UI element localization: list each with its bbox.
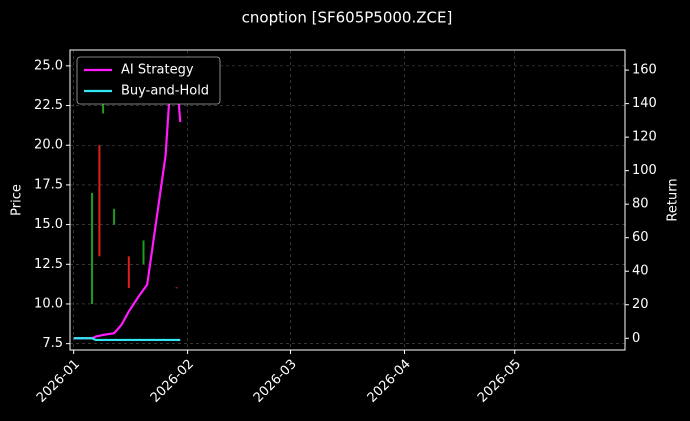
series-line <box>73 337 181 342</box>
candle-body <box>98 145 101 257</box>
x-tick-label: 2026-01 <box>34 357 83 406</box>
candle-body <box>175 287 178 289</box>
y-tick-label: 15.0 <box>34 217 63 232</box>
y2-tick-label: 60 <box>632 230 649 245</box>
x-tick-label: 2026-03 <box>251 357 300 406</box>
y2-tick-label: 80 <box>632 197 649 212</box>
y-tick-label: 7.5 <box>42 336 63 351</box>
candle-body <box>91 192 94 304</box>
x-tick-label: 2026-02 <box>148 357 197 406</box>
y-tick-label: 25.0 <box>34 58 63 73</box>
y2-axis-label: Return <box>666 178 681 221</box>
y2-tick-label: 0 <box>632 331 640 346</box>
candle-body <box>102 97 105 114</box>
y2-tick-label: 160 <box>632 63 657 78</box>
y-tick-label: 20.0 <box>34 138 63 153</box>
x-tick-label: 2026-04 <box>365 357 414 406</box>
y-tick-label: 17.5 <box>34 177 63 192</box>
y-axis-label: Price <box>10 184 25 216</box>
candle-body <box>127 256 130 289</box>
chart-title: cnoption [SF605P5000.ZCE] <box>242 9 453 27</box>
legend-label: AI Strategy <box>121 63 194 78</box>
y2-tick-label: 140 <box>632 96 657 111</box>
y2-tick-label: 100 <box>632 163 657 178</box>
y2-tick-label: 120 <box>632 130 657 145</box>
legend-box <box>76 56 221 105</box>
y2-tick-label: 20 <box>632 297 649 312</box>
y-tick-label: 12.5 <box>34 257 63 272</box>
y-tick-label: 22.5 <box>34 98 63 113</box>
candle-body <box>142 240 145 265</box>
y2-tick-label: 40 <box>632 264 649 279</box>
x-tick-label: 2026-05 <box>475 357 524 406</box>
legend-label: Buy-and-Hold <box>121 84 209 99</box>
plot-frame <box>69 49 626 351</box>
candle-body <box>113 208 116 225</box>
series-line <box>73 64 182 340</box>
y-tick-label: 10.0 <box>34 296 63 311</box>
